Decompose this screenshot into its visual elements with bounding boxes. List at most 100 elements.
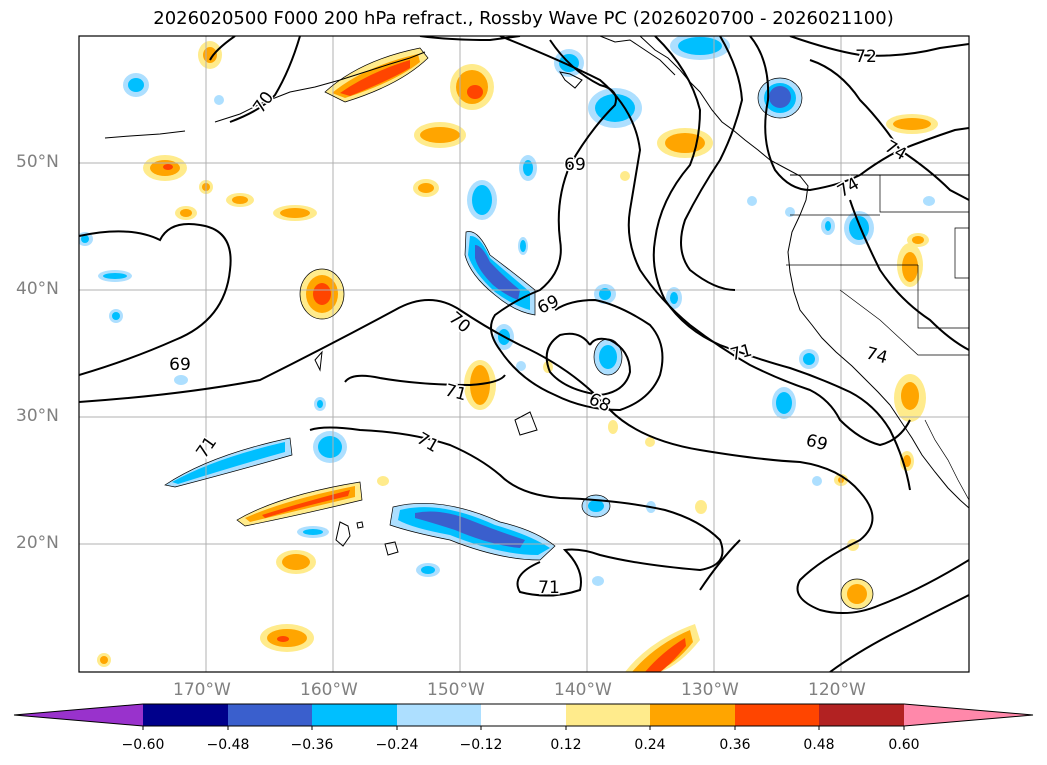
contour-line-74: [849, 199, 969, 351]
negative-anomaly-region: [747, 196, 757, 206]
positive-anomaly-region: [232, 196, 248, 204]
positive-anomaly-region: [894, 374, 926, 422]
negative-anomaly-region: [214, 95, 224, 105]
anomaly-outline: [164, 437, 293, 488]
map-frame: [78, 35, 970, 673]
north-america-coastline: [639, 36, 969, 509]
colorbar-segment: [566, 704, 650, 726]
positive-anomaly-region: [657, 128, 713, 158]
contour-line-71: [652, 36, 911, 491]
positive-anomaly-region: [100, 656, 108, 664]
anomaly-outline: [757, 77, 803, 119]
positive-anomaly-region: [645, 437, 655, 447]
longitude-label: 150°W: [427, 680, 485, 700]
positive-anomaly-region: [198, 41, 222, 69]
negative-anomaly-region: [803, 353, 815, 365]
positive-anomaly-region: [325, 48, 428, 102]
colorbar-tick-label: 0.36: [719, 737, 751, 753]
state-border: [954, 227, 969, 279]
contour-label: 71: [538, 578, 560, 598]
us-mexico-border: [924, 419, 969, 501]
positive-anomaly-region: [143, 155, 187, 181]
colorbar-tick-label: −0.48: [206, 737, 250, 753]
colorbar-tick-label: 0.12: [550, 737, 582, 753]
longitude-label: 130°W: [681, 680, 739, 700]
latitude-label: 40°N: [16, 279, 59, 299]
negative-anomaly-region: [390, 503, 555, 560]
negative-anomaly-region: [103, 273, 127, 279]
colorbar-tick-label: −0.24: [375, 737, 419, 753]
colorbar-segment: [481, 704, 566, 726]
contour-line-69: [79, 223, 232, 376]
anomaly-outline: [464, 231, 536, 316]
colorbar-tick-label: −0.12: [459, 737, 503, 753]
latitude-label: 30°N: [16, 406, 59, 426]
positive-anomaly-region: [414, 122, 466, 148]
latitude-label: 50°N: [16, 152, 59, 172]
colorbar-segment: [228, 704, 312, 726]
positive-anomaly-region: [841, 579, 873, 609]
negative-anomaly-region: [128, 78, 144, 92]
island: [558, 71, 583, 89]
contour-line-71: [309, 426, 724, 597]
contour-line-69: [490, 39, 664, 412]
colorbar-segment: [143, 704, 228, 726]
contour-label: 71: [443, 381, 469, 406]
positive-anomaly-region: [237, 482, 362, 526]
negative-anomaly-region: [303, 529, 323, 535]
state-border: [879, 175, 969, 213]
colorbar-tick-label: 0.48: [803, 737, 835, 753]
negative-anomaly-region: [670, 292, 678, 304]
positive-anomaly-region: [608, 420, 618, 434]
anomaly-outline: [389, 503, 556, 561]
positive-anomaly-region: [276, 550, 316, 574]
anomaly-outline: [299, 268, 345, 320]
positive-anomaly-region: [260, 624, 314, 652]
colorbar-extension-low: [14, 704, 143, 726]
colorbar-tick-label: −0.36: [290, 737, 334, 753]
contour-label: 70: [445, 308, 474, 337]
longitude-label: 160°W: [300, 680, 358, 700]
figure-title: 2026020500 F000 200 hPa refract., Rossby…: [153, 8, 894, 29]
contour-line-71: [344, 374, 506, 387]
colorbar-tick-label: −0.60: [121, 737, 165, 753]
colorbar: [13, 703, 1034, 730]
contour-label: 72: [855, 47, 877, 67]
contour-label: 70: [249, 88, 278, 117]
colorbar-segment: [735, 704, 819, 726]
negative-anomaly-region: [174, 375, 188, 385]
contour-line-73: [829, 594, 969, 672]
negative-anomaly-region: [772, 387, 796, 419]
negative-anomaly-region: [588, 500, 604, 512]
aleutian-islands: [104, 130, 186, 139]
island: [314, 350, 323, 372]
negative-anomaly-region: [825, 221, 831, 231]
positive-anomaly-region: [886, 114, 938, 134]
negative-anomaly-region: [313, 431, 347, 463]
hawaii-island: [356, 521, 364, 529]
colorbar-tick-label: 0.60: [888, 737, 920, 753]
negative-anomaly-region: [467, 180, 497, 220]
hawaii-island: [335, 521, 351, 547]
negative-anomaly-region: [421, 566, 435, 574]
colorbar-segment: [312, 704, 397, 726]
anomaly-outline: [840, 578, 874, 610]
positive-anomaly-region: [180, 209, 192, 217]
negative-anomaly-region: [516, 361, 526, 371]
state-border: [839, 289, 969, 356]
colorbar-tick-label: 0.24: [634, 737, 666, 753]
negative-anomaly-region: [844, 211, 874, 245]
contour-line-74: [809, 59, 969, 201]
contour-line-70: [499, 36, 911, 447]
alaska-coastline: [599, 36, 676, 76]
longitude-label: 140°W: [554, 680, 612, 700]
negative-anomaly-region: [592, 576, 604, 586]
anomaly-outline: [581, 494, 611, 518]
positive-anomaly-region: [625, 624, 700, 672]
anomaly-outline: [236, 481, 363, 527]
positive-anomaly-region: [903, 455, 911, 467]
contour-label: 71: [192, 433, 221, 462]
longitude-label: 120°W: [808, 680, 866, 700]
coastlines: [104, 36, 969, 556]
hawaii-island: [384, 541, 399, 556]
